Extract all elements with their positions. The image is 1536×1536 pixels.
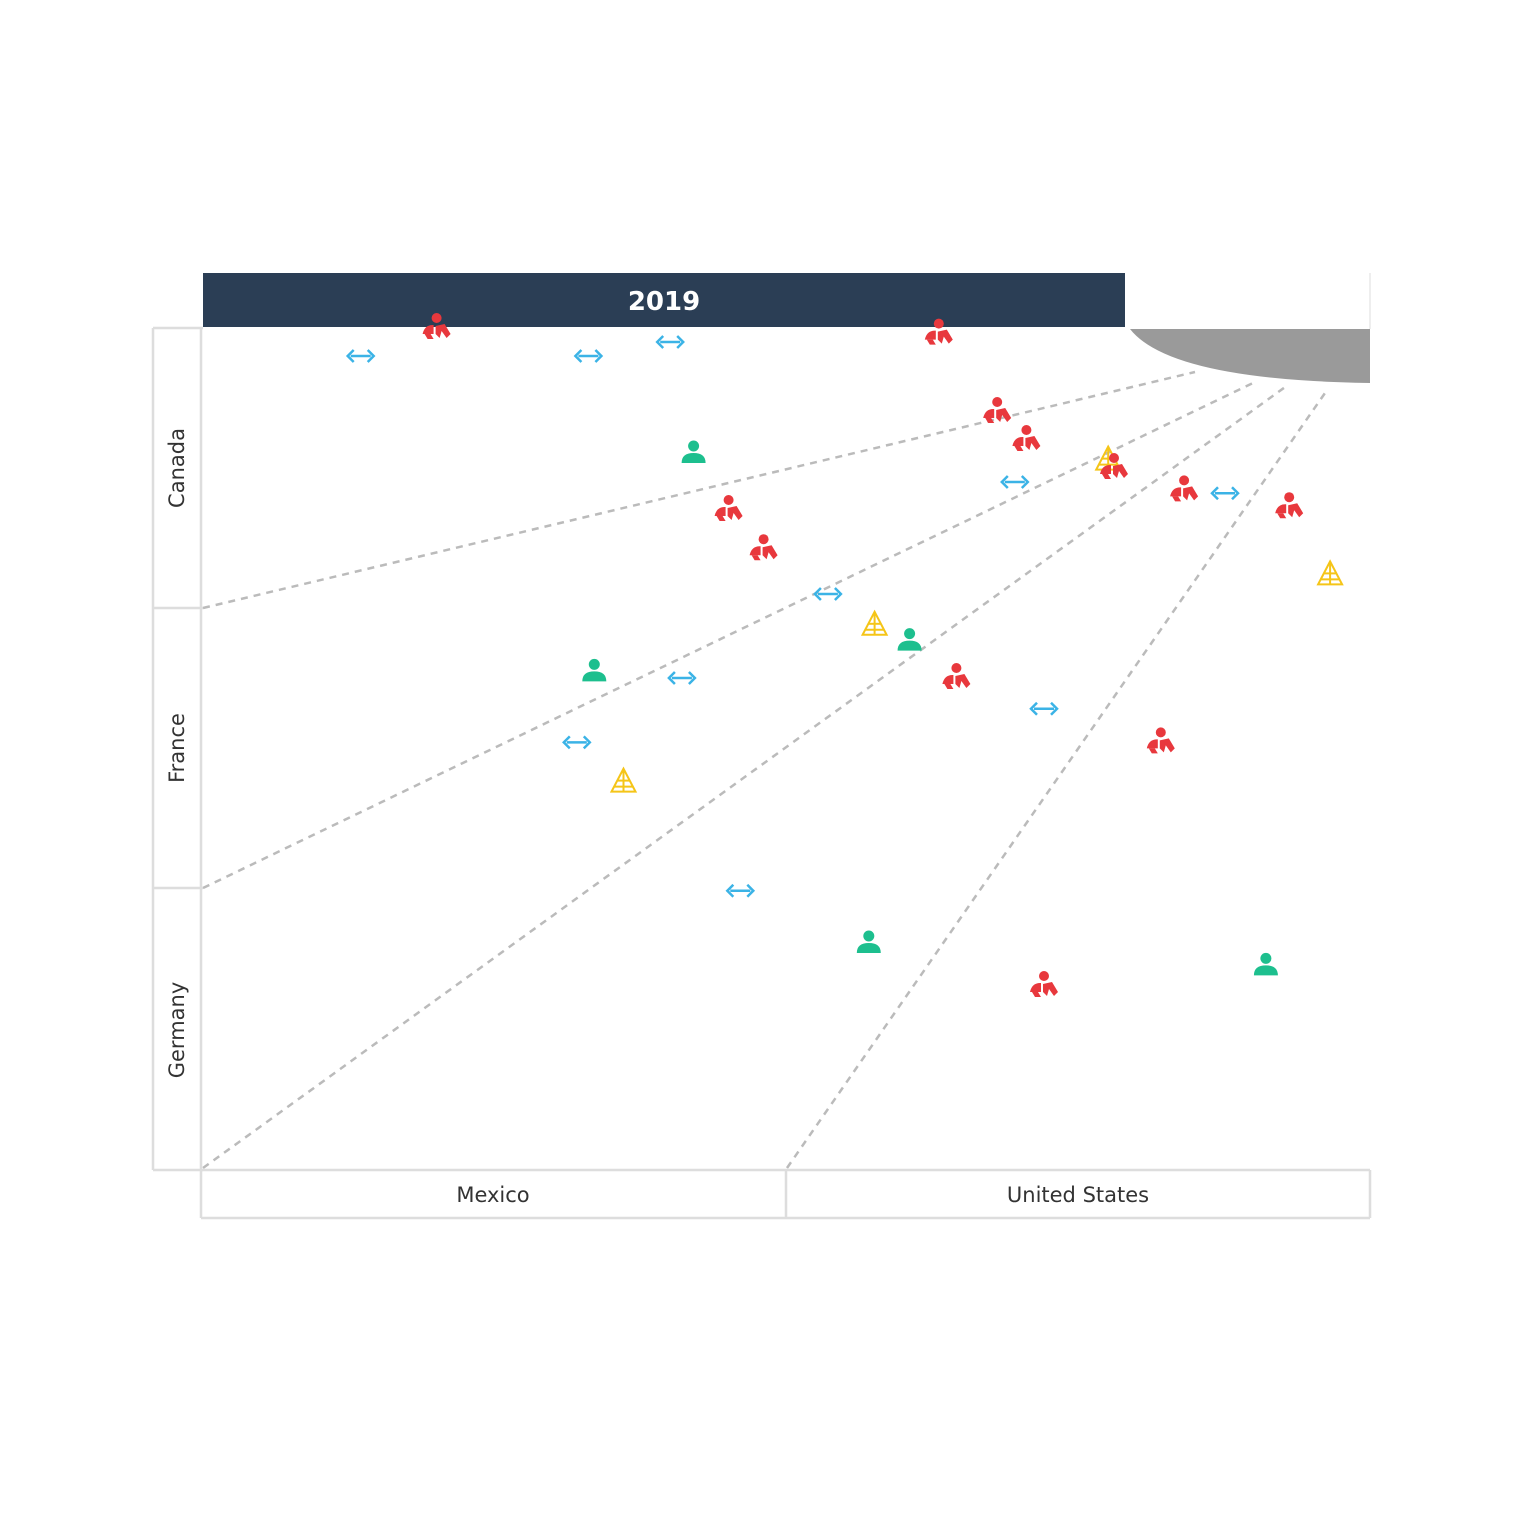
row-header-frame [151,326,203,1218]
blue-double-arrow-icon [725,883,756,898]
yellow-pyramid-icon [609,766,638,793]
red-person-group-icon [422,313,451,339]
red-person-group-icon [1170,475,1199,502]
yellow-pyramid-icon [1316,559,1344,586]
data-markers [345,313,1344,997]
red-person-group-icon [1030,971,1058,997]
guide-line [202,383,1289,1170]
guide-line [785,392,1327,1169]
blue-double-arrow-icon [1000,475,1030,489]
green-person-icon [582,658,607,682]
connector-wedge [1130,329,1370,383]
green-person-icon [1253,952,1278,976]
guide-lines [202,370,1327,1170]
row-label-germany: Germany [165,982,189,1079]
red-person-group-icon [1146,727,1175,754]
red-person-group-icon [714,495,743,521]
column-label-united-states: United States [1007,1183,1149,1207]
green-person-icon [897,628,922,651]
red-person-group-icon [1012,425,1041,451]
blue-double-arrow-icon [667,671,697,685]
red-person-group-icon [1275,492,1304,519]
yellow-pyramid-icon [860,609,889,636]
blue-double-arrow-icon [562,735,592,750]
blue-double-arrow-icon [573,349,604,363]
red-person-group-icon [924,318,953,345]
red-person-group-icon [749,534,778,561]
blue-double-arrow-icon [345,349,376,363]
guide-line [202,380,1256,890]
red-person-group-icon [942,663,971,689]
green-person-icon [856,930,881,953]
column-header-frame [201,1168,1372,1220]
blue-double-arrow-icon [655,335,685,349]
chart-header-band [203,273,1125,327]
blue-double-arrow-icon [1210,486,1240,501]
blue-double-arrow-icon [813,587,843,601]
chart-title: 2019 [628,287,700,317]
column-label-mexico: Mexico [456,1183,529,1207]
green-person-icon [681,440,706,463]
red-person-group-icon [1100,453,1128,479]
red-person-group-icon [983,397,1012,423]
row-label-canada: Canada [165,428,189,508]
blue-double-arrow-icon [1029,701,1059,716]
guide-line [202,370,1196,610]
row-label-france: France [165,713,189,783]
